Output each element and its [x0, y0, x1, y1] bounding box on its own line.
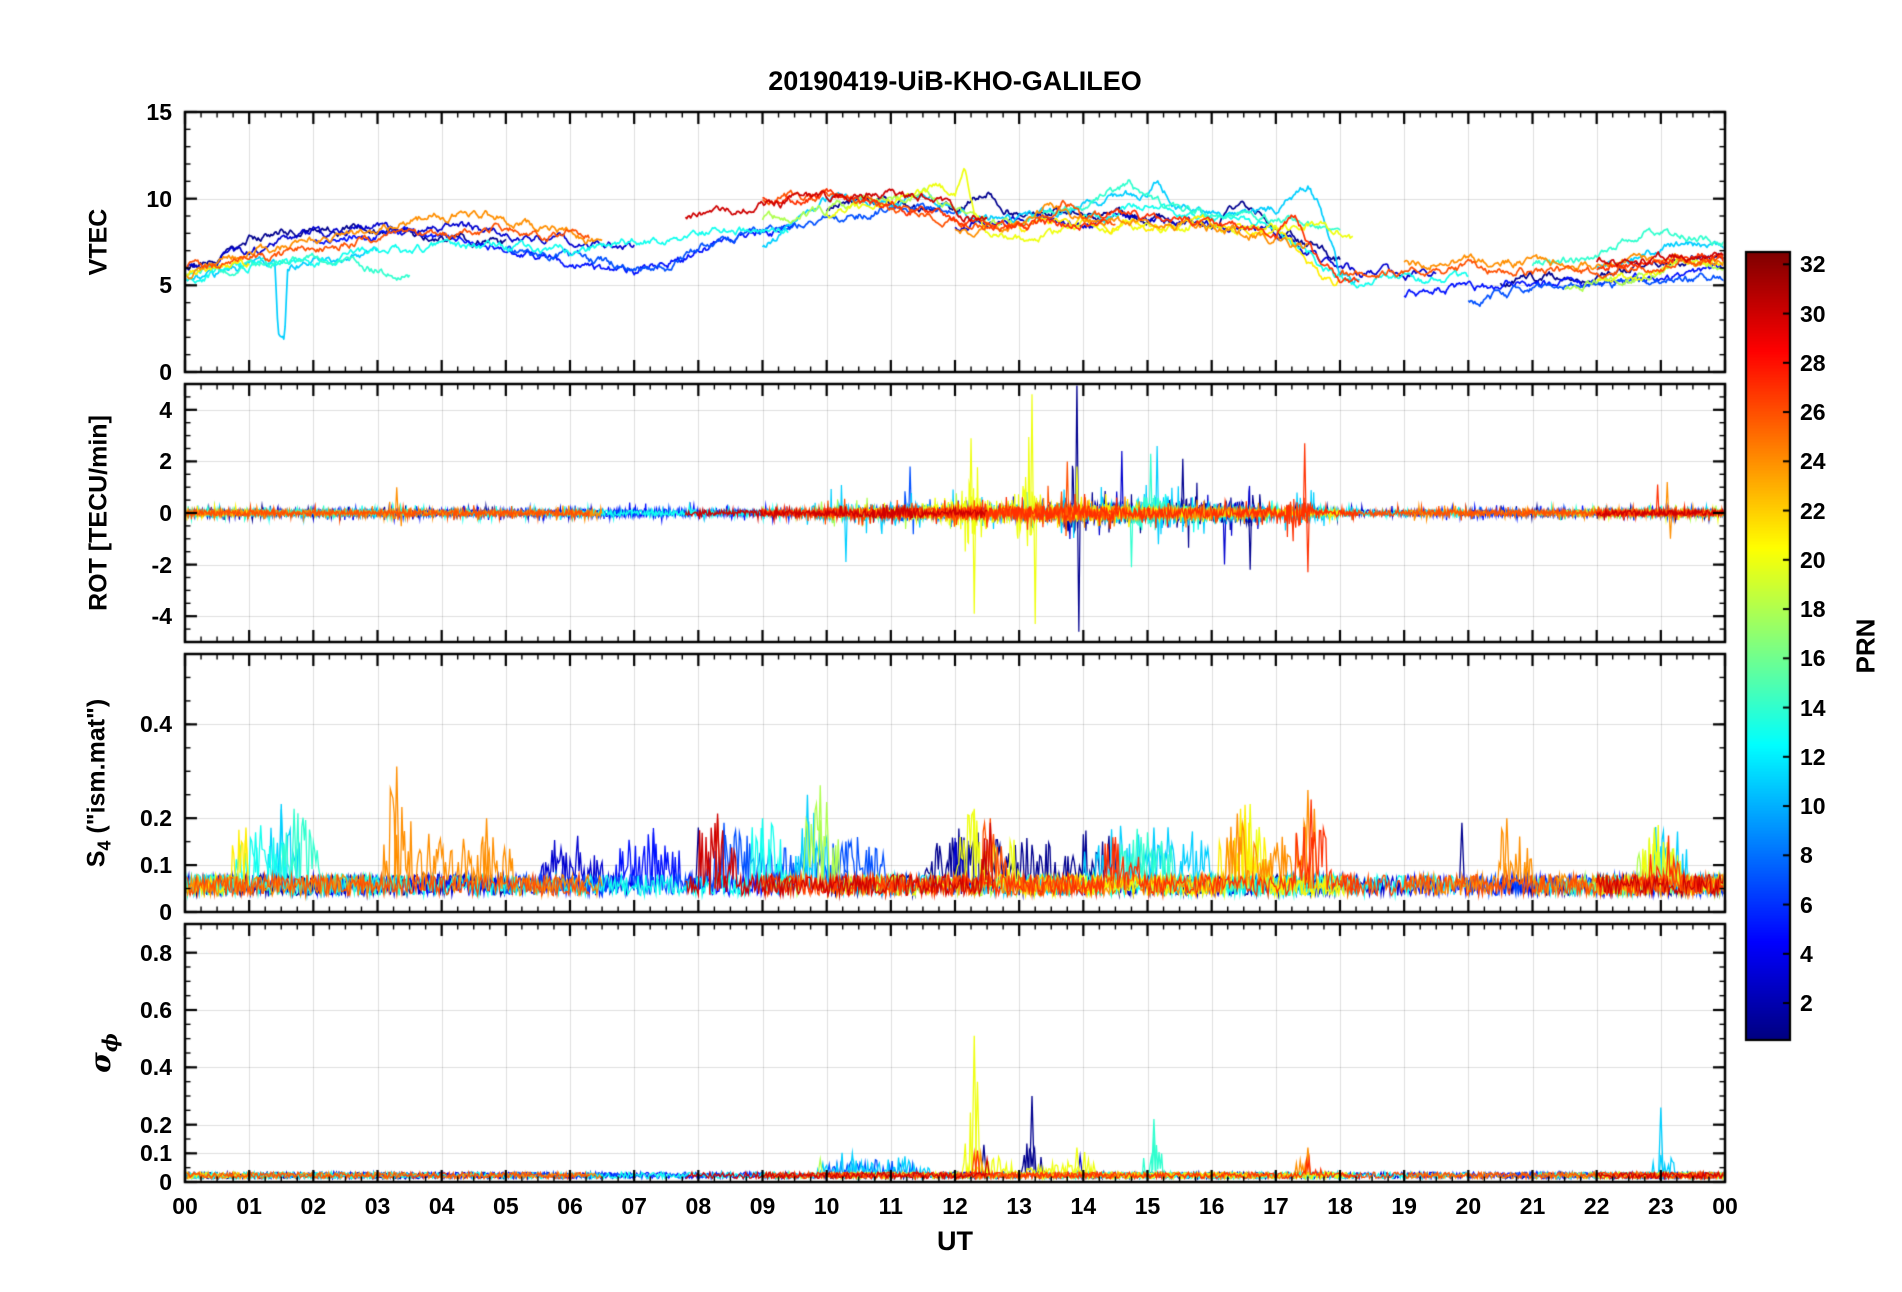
y-tick-label: 2 [159, 448, 172, 475]
colorbar-tick-label: 26 [1800, 399, 1826, 426]
x-tick-label: 19 [1391, 1193, 1417, 1219]
y-tick-label: 4 [159, 396, 172, 423]
x-tick-label: 00 [172, 1193, 198, 1219]
y-tick-label: 0.1 [140, 1140, 172, 1167]
y-axis-label-vtec-text: VTEC [84, 208, 113, 276]
y-tick-label: 5 [159, 272, 172, 299]
x-tick-label: 13 [1006, 1193, 1032, 1219]
y-tick-label: 0.2 [140, 805, 172, 832]
y-tick-label: 0.8 [140, 939, 172, 966]
y-tick-label: 15 [146, 99, 172, 125]
y-tick-label: 0.2 [140, 1111, 172, 1138]
colorbar-tick-label: 14 [1800, 694, 1826, 721]
y-tick-label: -4 [151, 603, 172, 630]
x-axis-label: UT [937, 1226, 973, 1256]
y-tick-label: 0.4 [140, 711, 172, 738]
x-tick-label: 07 [621, 1193, 647, 1219]
colorbar-tick-label: 28 [1800, 349, 1826, 376]
x-tick-label: 00 [1712, 1193, 1738, 1219]
colorbar-tick-label: 6 [1800, 891, 1813, 918]
x-tick-label: 12 [942, 1193, 968, 1219]
colorbar-tick-label: 16 [1800, 645, 1826, 672]
colorbar-tick-label: 20 [1800, 546, 1826, 573]
x-tick-label: 11 [878, 1193, 903, 1219]
y-tick-label: 0.6 [140, 997, 172, 1023]
y-tick-label: 0.1 [140, 852, 172, 879]
colorbar-tick-label: 18 [1800, 596, 1826, 623]
x-tick-label: 08 [685, 1193, 712, 1219]
colorbar-tick-label: 30 [1800, 300, 1826, 327]
x-tick-label: 17 [1263, 1193, 1289, 1219]
colorbar-tick-label: 2 [1800, 990, 1813, 1017]
y-tick-label: 0 [159, 899, 172, 925]
x-tick-label: 05 [493, 1193, 519, 1219]
x-tick-label: 10 [813, 1193, 840, 1219]
colorbar-tick-label: 8 [1800, 842, 1813, 869]
y-axis-label-s4-sub: 4 [94, 840, 115, 851]
y-axis-label-sigma-sub: ϕ [97, 1033, 122, 1053]
x-tick-label: 16 [1198, 1193, 1225, 1219]
x-tick-label: 22 [1583, 1193, 1610, 1219]
y-tick-label: 10 [146, 185, 172, 212]
chart-title: 20190419-UiB-KHO-GALILEO [768, 66, 1142, 96]
x-tick-label: 01 [236, 1193, 262, 1219]
colorbar-tick-label: 12 [1800, 743, 1826, 770]
x-tick-label: 06 [557, 1193, 583, 1219]
x-tick-label: 02 [300, 1193, 327, 1219]
y-tick-label: 0 [159, 359, 172, 385]
x-tick-label: 09 [749, 1193, 776, 1219]
y-tick-label: 0.4 [140, 1054, 172, 1081]
x-tick-label: 14 [1070, 1193, 1097, 1219]
y-tick-label: 0 [159, 1169, 172, 1195]
colorbar-label: PRN [1850, 618, 1881, 674]
x-tick-label: 15 [1134, 1193, 1161, 1219]
y-tick-label: -2 [151, 551, 172, 578]
colorbar-tick-label: 4 [1800, 940, 1813, 967]
colorbar-tick-label: 10 [1800, 793, 1826, 820]
x-tick-label: 03 [364, 1193, 391, 1219]
x-tick-label: 18 [1327, 1193, 1353, 1219]
colorbar-tick-label: 22 [1800, 497, 1826, 524]
y-axis-label-vtec: VTEC [85, 209, 114, 276]
y-tick-label: 0 [159, 500, 172, 526]
x-tick-label: 04 [428, 1193, 455, 1219]
x-tick-label: 21 [1519, 1193, 1546, 1219]
colorbar-tick-label: 24 [1800, 448, 1826, 475]
colorbar-tick-label: 32 [1800, 251, 1826, 278]
x-tick-label: 23 [1648, 1193, 1674, 1219]
x-tick-label: 20 [1455, 1193, 1482, 1219]
